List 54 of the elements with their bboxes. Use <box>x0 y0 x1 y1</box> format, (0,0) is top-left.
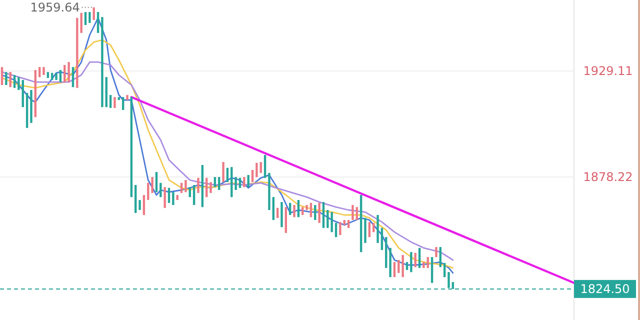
candlestick <box>59 70 62 83</box>
y-tick-label: 1929.11 <box>583 64 633 78</box>
candlestick <box>151 176 154 194</box>
candlestick <box>68 62 70 83</box>
candlestick <box>272 196 274 220</box>
candlestick <box>184 180 187 193</box>
candlestick <box>18 76 20 90</box>
candlestick <box>164 186 166 208</box>
candlestick <box>168 187 170 204</box>
candlestick <box>293 204 296 218</box>
candlestick <box>402 254 404 278</box>
candlestick <box>218 176 220 190</box>
candlestick <box>260 162 262 174</box>
candlestick <box>234 176 237 190</box>
candlestick <box>418 247 421 268</box>
candlestick <box>210 182 212 194</box>
candlestick <box>326 210 329 228</box>
candlestick <box>155 172 158 193</box>
candlestick <box>192 185 196 205</box>
candlestick <box>13 74 16 88</box>
candlestick <box>9 72 12 88</box>
candlestick <box>0 66 4 86</box>
candlestick <box>314 205 316 220</box>
candlestick <box>318 202 320 224</box>
ref-line-label: 1824.50 <box>580 282 630 296</box>
candlestick <box>109 94 112 108</box>
candlestick <box>297 200 300 218</box>
candlestick <box>251 170 254 183</box>
candlestick <box>222 162 224 183</box>
candlestick <box>426 256 429 268</box>
candlestick <box>72 66 74 88</box>
candlestick <box>197 177 200 194</box>
candlestick <box>172 192 174 206</box>
candlestick <box>439 246 442 268</box>
candlestick <box>122 96 124 110</box>
candlestick <box>114 96 116 108</box>
candlestick <box>339 222 342 236</box>
candlestick <box>142 195 146 215</box>
candlestick <box>5 72 8 86</box>
candlestick <box>96 12 100 34</box>
candlestick <box>264 154 266 178</box>
annotation: 1959.64 <box>30 0 80 15</box>
candlestick <box>398 260 400 274</box>
candlestick <box>330 212 333 233</box>
candlestick <box>410 252 412 273</box>
y-tick-label: 1878.22 <box>583 170 633 184</box>
candlestick <box>356 206 358 220</box>
candlestick <box>368 222 371 238</box>
candlestick <box>393 262 396 278</box>
candlestick <box>84 12 87 26</box>
candlestick <box>88 12 91 24</box>
candlestick <box>352 205 354 220</box>
candlestick <box>64 64 66 83</box>
candlestick <box>247 174 250 188</box>
